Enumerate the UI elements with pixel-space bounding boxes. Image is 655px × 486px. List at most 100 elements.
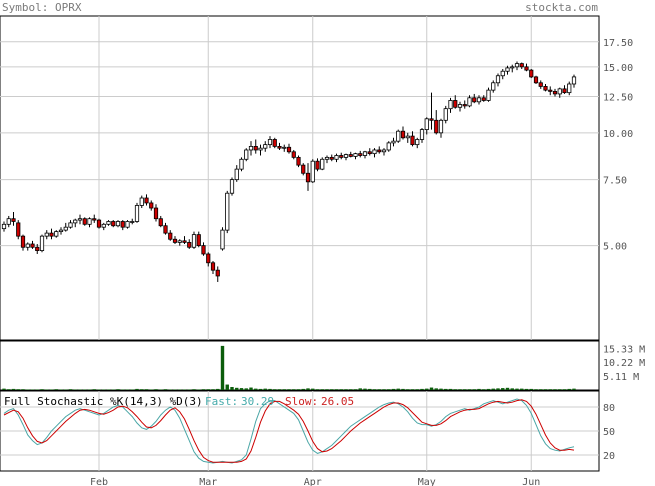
candle xyxy=(505,65,510,75)
fast-line xyxy=(3,398,575,464)
volume-bar xyxy=(73,389,77,390)
price-grid xyxy=(0,16,599,340)
candle xyxy=(481,95,486,102)
volume-bar xyxy=(16,389,20,390)
volume-bar xyxy=(368,388,372,390)
candle xyxy=(248,141,254,156)
candle-body xyxy=(130,221,135,223)
candle xyxy=(424,117,429,135)
candle-body xyxy=(201,245,206,255)
candle xyxy=(529,69,534,79)
volume-bar xyxy=(420,388,424,390)
volume-bar xyxy=(135,388,139,390)
volume-bar xyxy=(201,389,206,390)
candle xyxy=(1,221,7,232)
price-tick-label: 12.50 xyxy=(603,93,633,104)
candle-body xyxy=(310,160,315,183)
candle-body xyxy=(68,222,73,228)
candle-body xyxy=(125,221,130,228)
volume-bar xyxy=(92,389,96,390)
volume-bar xyxy=(425,388,429,390)
price-panel-frame xyxy=(0,15,600,341)
volume-bar xyxy=(211,389,215,390)
volume-bar xyxy=(49,389,54,390)
volume-bar xyxy=(482,389,486,390)
candle xyxy=(533,75,539,84)
candle-body xyxy=(434,119,439,134)
candle-body xyxy=(571,76,577,85)
volume-bar xyxy=(501,388,505,390)
volume-bar xyxy=(320,389,324,390)
candle xyxy=(514,61,520,71)
candle xyxy=(315,158,320,172)
candle xyxy=(149,200,154,211)
x-tick-label: Apr xyxy=(304,477,322,486)
volume-bar xyxy=(472,389,476,390)
candle-body xyxy=(210,262,216,271)
volume-bar xyxy=(292,389,296,390)
candle xyxy=(443,105,448,124)
candle-body xyxy=(353,153,358,157)
volume-bar xyxy=(273,389,277,390)
volume-bars xyxy=(2,345,576,390)
candle-body xyxy=(438,119,444,134)
candle-body xyxy=(415,139,420,146)
candle-body xyxy=(96,219,102,228)
candle xyxy=(410,131,415,147)
candle-body xyxy=(35,246,40,251)
volume-bar xyxy=(539,389,543,390)
candle xyxy=(125,220,130,229)
volume-bar xyxy=(287,389,291,390)
candle xyxy=(491,80,496,93)
candle-body xyxy=(505,67,510,72)
x-tick-label: May xyxy=(418,477,436,486)
candle-body xyxy=(301,164,306,174)
candle-body xyxy=(543,86,548,91)
candle-body xyxy=(54,231,59,237)
candle xyxy=(286,143,292,154)
volume-bar xyxy=(168,389,172,390)
volume-bar xyxy=(344,389,348,390)
candle-body xyxy=(196,234,201,247)
candle-body xyxy=(120,221,125,228)
candle xyxy=(296,155,301,168)
volume-bar xyxy=(106,389,111,390)
volume-bar xyxy=(510,388,514,390)
candle-body xyxy=(58,229,64,233)
candle xyxy=(134,202,140,223)
volume-bar xyxy=(524,388,529,390)
volume-bar xyxy=(116,389,120,390)
candle-body xyxy=(248,145,254,151)
volume-bar xyxy=(543,389,548,390)
candle-body xyxy=(453,100,458,108)
candle-body xyxy=(153,207,159,220)
candle-body xyxy=(334,155,339,160)
candle xyxy=(538,80,543,89)
candle xyxy=(396,129,401,143)
volume-bar xyxy=(140,389,144,390)
volume-bar xyxy=(325,389,329,390)
volume-bar xyxy=(306,388,310,390)
volume-bar xyxy=(315,389,320,390)
price-tick-label: 10.00 xyxy=(603,129,633,140)
candle-body xyxy=(82,218,87,225)
candle-body xyxy=(191,234,197,248)
candle-body xyxy=(220,229,225,250)
candle xyxy=(196,231,201,248)
candle-body xyxy=(533,76,539,84)
candle-body xyxy=(44,232,49,237)
candle xyxy=(130,218,135,225)
volume-bar xyxy=(382,389,386,390)
candle xyxy=(225,190,230,234)
volume-bar xyxy=(254,388,258,390)
candle xyxy=(277,142,282,150)
candle-body xyxy=(538,82,543,87)
candle-body xyxy=(519,63,524,68)
volume-bar xyxy=(301,388,305,390)
candle xyxy=(448,97,453,113)
candle xyxy=(567,81,572,96)
x-tick-label: Jun xyxy=(522,477,540,486)
candle xyxy=(329,154,334,162)
volume-bar xyxy=(35,389,39,390)
volume-bar xyxy=(439,388,443,390)
